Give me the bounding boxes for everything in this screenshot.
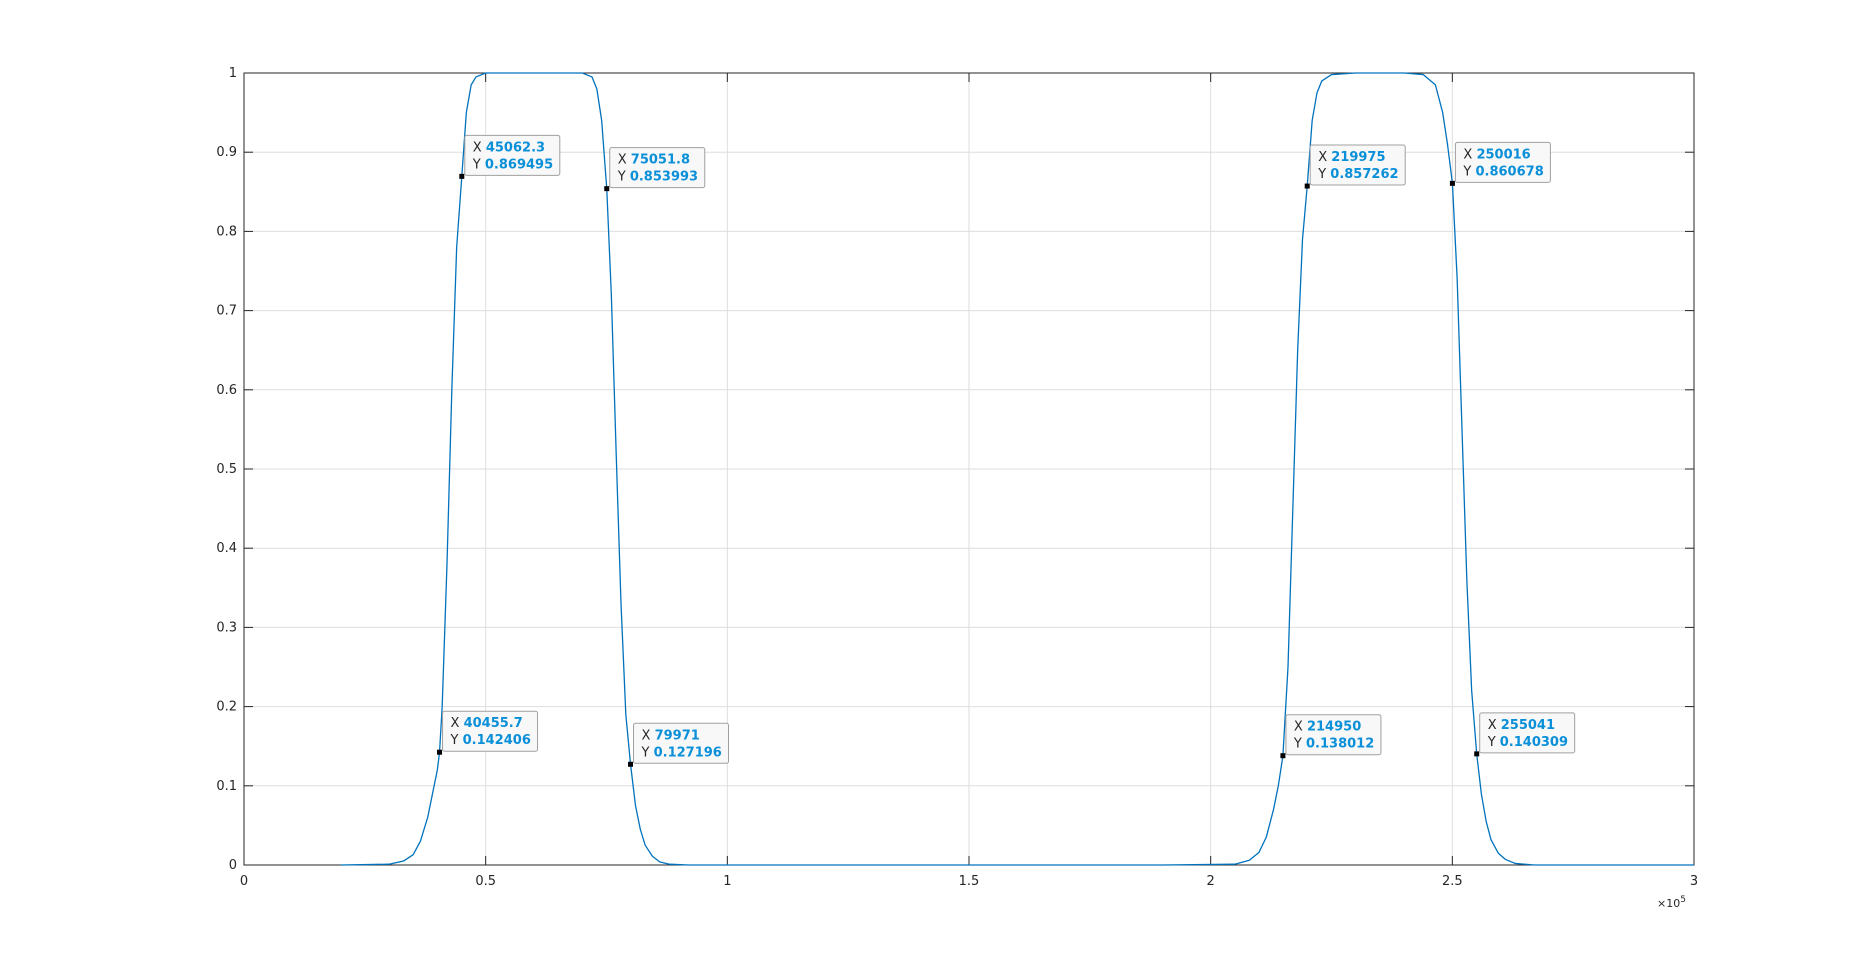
x-tick-label: 0.5 — [475, 874, 496, 889]
datatip-x-value: 219975 — [1331, 150, 1385, 165]
datatip-y-label: Y — [1462, 164, 1475, 179]
y-tick-label: 0.4 — [216, 541, 237, 556]
y-tick-label: 0 — [229, 858, 237, 873]
datatip-marker — [604, 186, 610, 192]
datatip-x-label: X — [1318, 150, 1331, 165]
datatip-marker — [1474, 751, 1480, 757]
datatip-marker — [628, 761, 634, 767]
x-tick-labels: 0 0.5 1 1.5 2 2.5 3 — [240, 874, 1698, 889]
datatip-box — [1285, 714, 1382, 756]
datatip-y-label: Y — [617, 170, 630, 185]
y-tick-label: 0.6 — [216, 383, 237, 398]
datatip-x-row: X 219975 — [1318, 150, 1385, 165]
y-tick-label: 0.9 — [216, 145, 237, 160]
datatip-y-row: Y 0.869495 — [472, 157, 553, 172]
datatip-box — [1309, 144, 1406, 186]
datatip-marker — [1449, 180, 1455, 186]
datatip-x-value: 214950 — [1307, 720, 1361, 735]
datatip-box — [609, 147, 706, 189]
datatip-y-value: 0.142406 — [463, 733, 531, 748]
datatip-y-label: Y — [472, 157, 485, 172]
datatip-x-row: X 250016 — [1463, 147, 1530, 162]
datatip: X 45062.3Y 0.869495 — [459, 134, 561, 179]
datatip-x-label: X — [1294, 720, 1307, 735]
x-exponent-label: ×105 — [1657, 895, 1686, 910]
datatip-y-value: 0.869495 — [485, 157, 553, 172]
datatip-y-value: 0.127196 — [654, 745, 722, 760]
datatip-y-label: Y — [1293, 737, 1306, 752]
datatip-x-row: X 75051.8 — [618, 153, 690, 168]
datatip-x-label: X — [473, 140, 486, 155]
datatip: X 40455.7Y 0.142406 — [437, 710, 539, 755]
datatip-y-value: 0.140309 — [1500, 735, 1568, 750]
x-tick-label: 2.5 — [1442, 874, 1463, 889]
x-tick-label: 1 — [723, 874, 731, 889]
datatip-x-row: X 214950 — [1294, 720, 1361, 735]
datatip-y-row: Y 0.860678 — [1462, 164, 1543, 179]
datatip-x-value: 255041 — [1501, 718, 1555, 733]
x-tick-label: 3 — [1690, 874, 1698, 889]
datatip-box — [1454, 141, 1551, 183]
datatip-x-label: X — [618, 153, 631, 168]
datatip-y-value: 0.853993 — [630, 170, 698, 185]
datatip-marker — [1280, 753, 1286, 759]
datatip-box — [1479, 712, 1576, 754]
y-tick-label: 0.3 — [216, 620, 237, 635]
datatip-x-value: 79971 — [655, 728, 700, 743]
y-tick-labels: 0 0.1 0.2 0.3 0.4 0.5 0.6 0.7 0.8 0.9 1 — [216, 66, 237, 873]
datatip-box — [464, 134, 561, 176]
datatip: X 75051.8Y 0.853993 — [604, 147, 706, 192]
series-group — [340, 72, 1694, 866]
datatip-y-row: Y 0.853993 — [617, 170, 698, 185]
datatip-y-label: Y — [450, 733, 463, 748]
datatip-x-row: X 40455.7 — [451, 716, 523, 731]
datatip-marker — [459, 173, 465, 179]
datatip-y-value: 0.860678 — [1475, 164, 1543, 179]
x-exponent-base: ×10 — [1657, 897, 1680, 910]
datatip-x-label: X — [642, 728, 655, 743]
datatip-y-row: Y 0.857262 — [1317, 167, 1398, 182]
datatips-group: X 45062.3Y 0.869495 X 75051.8Y 0.853993X … — [437, 134, 1576, 767]
datatip-x-value: 40455.7 — [464, 716, 523, 731]
y-tick-label: 1 — [229, 66, 237, 81]
datatip-box — [442, 710, 539, 752]
series-line — [340, 72, 1694, 866]
datatip-y-row: Y 0.127196 — [641, 745, 722, 760]
x-tick-label: 2 — [1207, 874, 1215, 889]
x-tick-label: 0 — [240, 874, 248, 889]
y-tick-label: 0.7 — [216, 304, 237, 319]
datatip-x-label: X — [1463, 147, 1476, 162]
y-tick-label: 0.1 — [216, 779, 237, 794]
datatip-x-value: 75051.8 — [631, 153, 690, 168]
y-tick-label: 0.5 — [216, 462, 237, 477]
datatip-y-label: Y — [1487, 735, 1500, 750]
datatip-x-value: 45062.3 — [486, 140, 545, 155]
datatip-box — [633, 722, 730, 764]
y-tick-label: 0.8 — [216, 224, 237, 239]
datatip-x-value: 250016 — [1476, 147, 1530, 162]
datatip-y-row: Y 0.140309 — [1487, 735, 1568, 750]
datatip-x-label: X — [451, 716, 464, 731]
x-exponent-power: 5 — [1680, 895, 1686, 905]
datatip-x-row: X 79971 — [642, 728, 700, 743]
datatip-marker — [437, 749, 443, 755]
datatip-y-label: Y — [641, 745, 654, 760]
datatip-y-value: 0.857262 — [1330, 167, 1398, 182]
datatip-y-value: 0.138012 — [1306, 737, 1374, 752]
datatip-y-row: Y 0.138012 — [1293, 737, 1374, 752]
datatip-y-label: Y — [1317, 167, 1330, 182]
datatip-y-row: Y 0.142406 — [450, 733, 531, 748]
datatip-x-row: X 45062.3 — [473, 140, 545, 155]
datatip-x-row: X 255041 — [1488, 718, 1555, 733]
datatip-marker — [1304, 183, 1310, 189]
y-tick-label: 0.2 — [216, 700, 237, 715]
datatip-x-label: X — [1488, 718, 1501, 733]
x-tick-label: 1.5 — [959, 874, 980, 889]
